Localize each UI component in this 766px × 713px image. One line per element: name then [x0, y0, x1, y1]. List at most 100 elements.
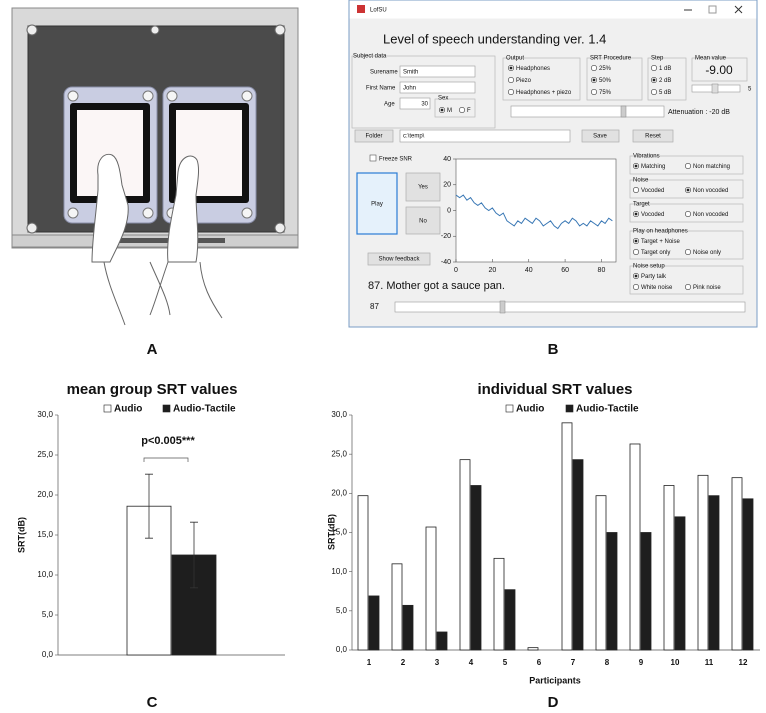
radio-label[interactable]: 1 dB — [659, 66, 671, 72]
radio-label[interactable]: 5 dB — [659, 90, 671, 96]
radio-label[interactable]: 75% — [599, 90, 612, 96]
attenuation: Attenuation : -20 dB — [668, 109, 730, 116]
radio-label[interactable]: Vocoded — [641, 188, 664, 194]
y-tick-label: 25,0 — [37, 450, 53, 459]
panel-label: B — [548, 341, 559, 358]
radio-button[interactable] — [632, 283, 639, 290]
slider[interactable] — [394, 301, 746, 313]
radio-button[interactable] — [650, 65, 657, 72]
bar — [663, 485, 675, 651]
field-label: First Name — [366, 86, 396, 92]
bar — [595, 495, 607, 651]
radio-label[interactable]: 50% — [599, 78, 612, 84]
radio-button[interactable] — [684, 283, 691, 290]
bar — [402, 604, 414, 651]
radio-label[interactable]: Party talk — [641, 274, 667, 280]
radio-label[interactable]: Headphones — [516, 66, 550, 72]
radio-button[interactable] — [590, 65, 597, 72]
checkbox-label[interactable]: Freeze SNR — [379, 157, 413, 163]
button-label[interactable]: Play — [371, 202, 383, 208]
button[interactable] — [354, 129, 394, 143]
group-title: Output — [506, 56, 524, 62]
y-tick-label: 20,0 — [37, 490, 53, 499]
path[interactable]: c:\temp\ — [403, 134, 425, 140]
radio-label[interactable]: Non matching — [693, 164, 730, 170]
y-axis-label: SRT(dB) — [326, 514, 336, 550]
bar — [674, 516, 686, 651]
field-value[interactable]: 30 — [421, 102, 428, 108]
bar — [572, 459, 584, 651]
bar — [459, 459, 471, 651]
radio-button[interactable] — [458, 107, 465, 114]
radio-label[interactable]: M — [447, 108, 452, 114]
radio-label[interactable]: Target only — [641, 250, 670, 256]
radio-button[interactable] — [507, 89, 514, 96]
radio-button[interactable] — [650, 89, 657, 96]
panel-label: D — [548, 694, 559, 711]
radio-button[interactable] — [684, 163, 691, 170]
radio-label[interactable]: 25% — [599, 66, 612, 72]
radio-label[interactable]: Matching — [641, 164, 665, 170]
radio-label[interactable]: Non vocoded — [693, 212, 728, 218]
bar — [708, 495, 720, 651]
slider[interactable] — [510, 105, 665, 118]
legend-swatch — [162, 404, 171, 413]
bar — [731, 477, 743, 651]
y-tick-label: 20 — [443, 182, 451, 189]
radio-dot — [440, 108, 444, 112]
button[interactable] — [632, 129, 674, 143]
close[interactable] — [734, 5, 743, 14]
radio-label[interactable]: 2 dB — [659, 78, 671, 84]
y-tick-label: 0 — [447, 207, 451, 214]
radio-label[interactable]: Target + Noise — [641, 239, 681, 245]
button-label[interactable]: Yes — [418, 185, 428, 191]
radio-button[interactable] — [684, 249, 691, 256]
radio-label[interactable]: Noise only — [693, 250, 721, 256]
chart-title: individual SRT values — [477, 381, 632, 398]
path-field[interactable] — [399, 129, 571, 143]
button-label[interactable]: Folder — [365, 134, 382, 140]
button[interactable] — [405, 206, 441, 235]
legend-label: Audio — [114, 404, 142, 415]
bar — [470, 485, 482, 651]
x-axis-label: Participants — [529, 675, 581, 685]
button[interactable] — [367, 252, 431, 266]
group-title: Sex — [438, 96, 448, 102]
button-label[interactable]: Save — [593, 134, 607, 140]
y-tick-label: 30,0 — [331, 410, 347, 419]
checkbox[interactable] — [369, 154, 377, 162]
button[interactable] — [581, 129, 620, 143]
radio-button[interactable] — [632, 249, 639, 256]
finger — [167, 155, 200, 263]
maximize[interactable] — [708, 5, 717, 14]
button-label[interactable]: Show feedback — [378, 257, 420, 263]
field-value[interactable]: Smith — [403, 70, 418, 76]
y-tick-label: 40 — [443, 156, 451, 163]
radio-button[interactable] — [684, 211, 691, 218]
y-tick-label: 25,0 — [331, 449, 347, 458]
radio-label[interactable]: Piezo — [516, 78, 532, 84]
radio-label[interactable]: Non vocoded — [693, 188, 728, 194]
radio-label[interactable]: F — [467, 108, 471, 114]
radio-label[interactable]: Vocoded — [641, 212, 664, 218]
bar — [527, 647, 539, 651]
button[interactable] — [405, 172, 441, 202]
radio-button[interactable] — [507, 77, 514, 84]
bar — [357, 495, 369, 651]
y-tick-label: 10,0 — [331, 567, 347, 576]
radio-label[interactable]: Pink noise — [693, 285, 721, 291]
radio-button[interactable] — [632, 187, 639, 194]
radio-label[interactable]: White noise — [641, 285, 673, 291]
radio-dot — [592, 78, 596, 82]
x-tick-label: 7 — [571, 658, 576, 667]
button-label[interactable]: Reset — [645, 134, 661, 140]
button[interactable] — [356, 172, 398, 235]
legend-swatch — [505, 404, 514, 413]
title-bar — [349, 0, 757, 19]
finger — [91, 153, 129, 263]
x-tick-label: 3 — [435, 658, 440, 667]
field-value[interactable]: John — [403, 86, 416, 92]
radio-button[interactable] — [590, 89, 597, 96]
radio-label[interactable]: Headphones + piezo — [516, 90, 572, 96]
button-label[interactable]: No — [419, 219, 427, 225]
